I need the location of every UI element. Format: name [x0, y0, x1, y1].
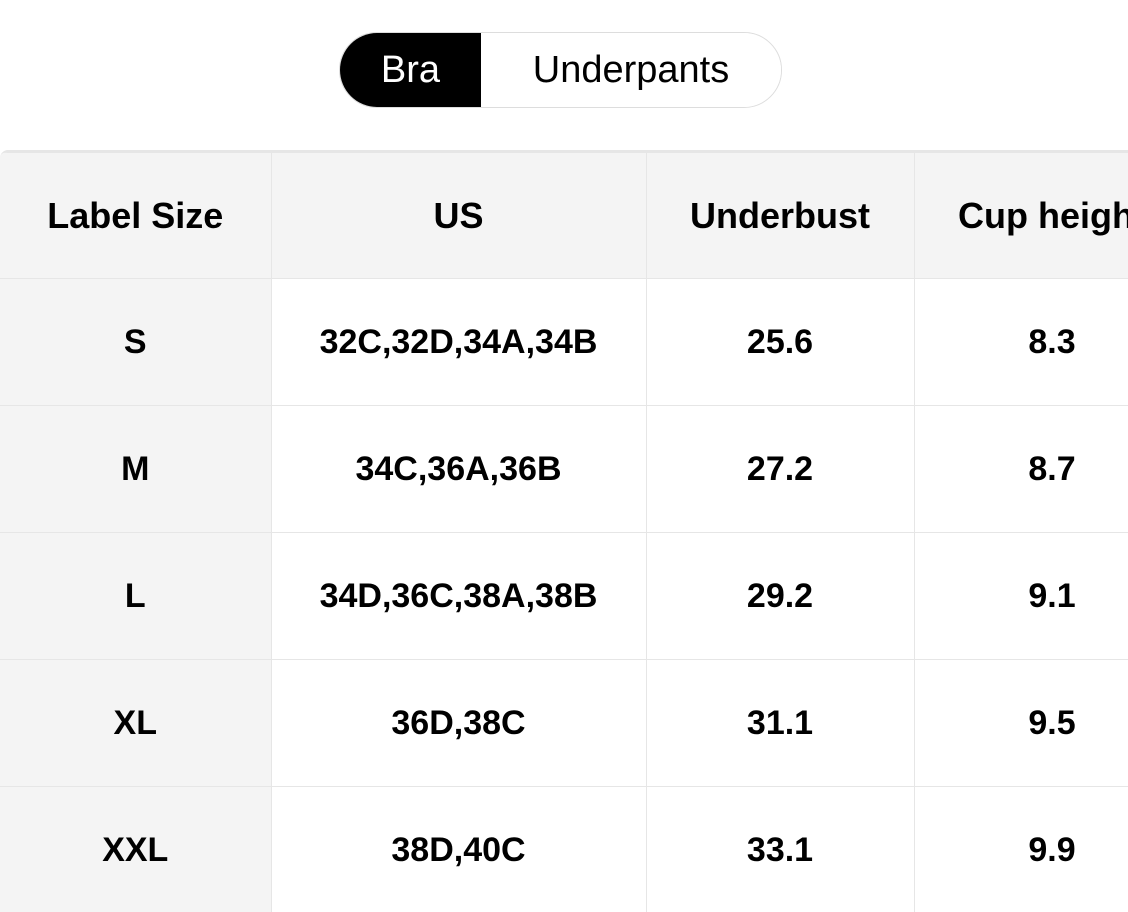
us-size-cell: 34D,36C,38A,38B — [271, 533, 646, 660]
tab-underpants[interactable]: Underpants — [481, 33, 781, 107]
label-size-cell: L — [0, 533, 271, 660]
tab-bra[interactable]: Bra — [340, 33, 481, 107]
underbust-cell: 29.2 — [646, 533, 914, 660]
cup-height-cell: 9.5 — [914, 660, 1128, 787]
label-size-cell: XL — [0, 660, 271, 787]
underbust-cell: 33.1 — [646, 787, 914, 912]
cup-height-cell: 8.7 — [914, 406, 1128, 533]
us-size-cell: 36D,38C — [271, 660, 646, 787]
us-size-cell: 34C,36A,36B — [271, 406, 646, 533]
label-size-cell: XXL — [0, 787, 271, 912]
label-size-cell: M — [0, 406, 271, 533]
us-size-cell: 38D,40C — [271, 787, 646, 912]
label-size-cell: S — [0, 279, 271, 406]
underbust-cell: 25.6 — [646, 279, 914, 406]
header-us: US — [271, 153, 646, 279]
underbust-cell: 31.1 — [646, 660, 914, 787]
header-label-size: Label Size — [0, 153, 271, 279]
underbust-cell: 27.2 — [646, 406, 914, 533]
category-toggle: Bra Underpants — [339, 32, 782, 108]
cup-height-cell: 8.3 — [914, 279, 1128, 406]
cup-height-cell: 9.1 — [914, 533, 1128, 660]
header-underbust: Underbust — [646, 153, 914, 279]
header-cup-height: Cup height — [914, 153, 1128, 279]
us-size-cell: 32C,32D,34A,34B — [271, 279, 646, 406]
table-header-row: Label Size US Underbust Cup height — [0, 153, 1128, 279]
cup-height-cell: 9.9 — [914, 787, 1128, 912]
